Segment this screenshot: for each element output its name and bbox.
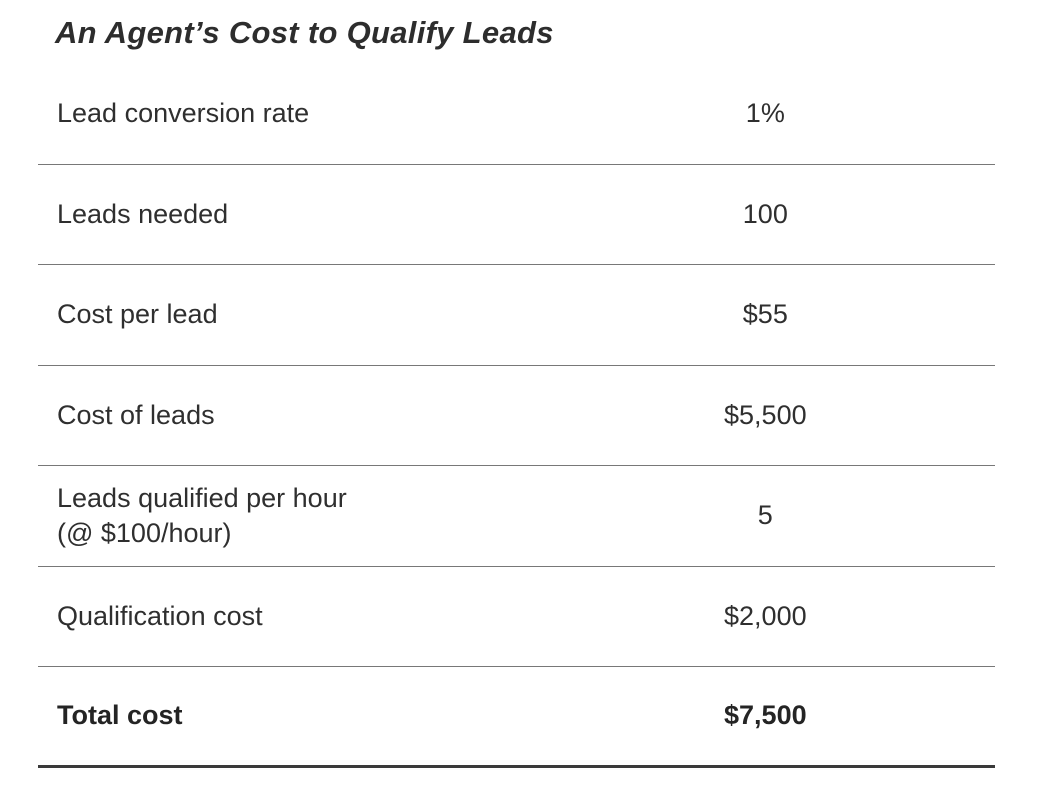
table-row: Total cost $7,500 — [38, 667, 995, 768]
row-label: Lead conversion rate — [57, 98, 310, 129]
row-label: Leads qualified per hour (@ $100/hour) — [57, 482, 347, 548]
row-label: Cost per lead — [57, 299, 218, 330]
row-value: $5,500 — [724, 399, 807, 430]
cost-table-figure: An Agent’s Cost to Qualify Leads Lead co… — [38, 15, 995, 768]
table-row: Leads qualified per hour (@ $100/hour) 5 — [38, 466, 995, 567]
row-value: 1% — [745, 98, 785, 129]
row-label: Cost of leads — [57, 399, 215, 430]
table-row: Leads needed 100 — [38, 165, 995, 265]
row-label: Leads needed — [57, 198, 229, 229]
row-value: 5 — [757, 500, 773, 531]
row-value: $7,500 — [724, 700, 807, 731]
row-value: 100 — [742, 198, 788, 229]
figure-title: An Agent’s Cost to Qualify Leads — [55, 15, 554, 50]
row-label: Qualification cost — [57, 600, 263, 631]
table-row: Lead conversion rate 1% — [38, 64, 995, 165]
table-row: Cost of leads $5,500 — [38, 366, 995, 466]
row-value: $2,000 — [724, 600, 807, 631]
table-row: Cost per lead $55 — [38, 265, 995, 366]
row-value: $55 — [742, 299, 788, 330]
cost-table: Lead conversion rate 1% Leads needed 100 Cos… — [38, 64, 995, 768]
row-label: Total cost — [57, 700, 183, 731]
table-row: Qualification cost $2,000 — [38, 567, 995, 667]
